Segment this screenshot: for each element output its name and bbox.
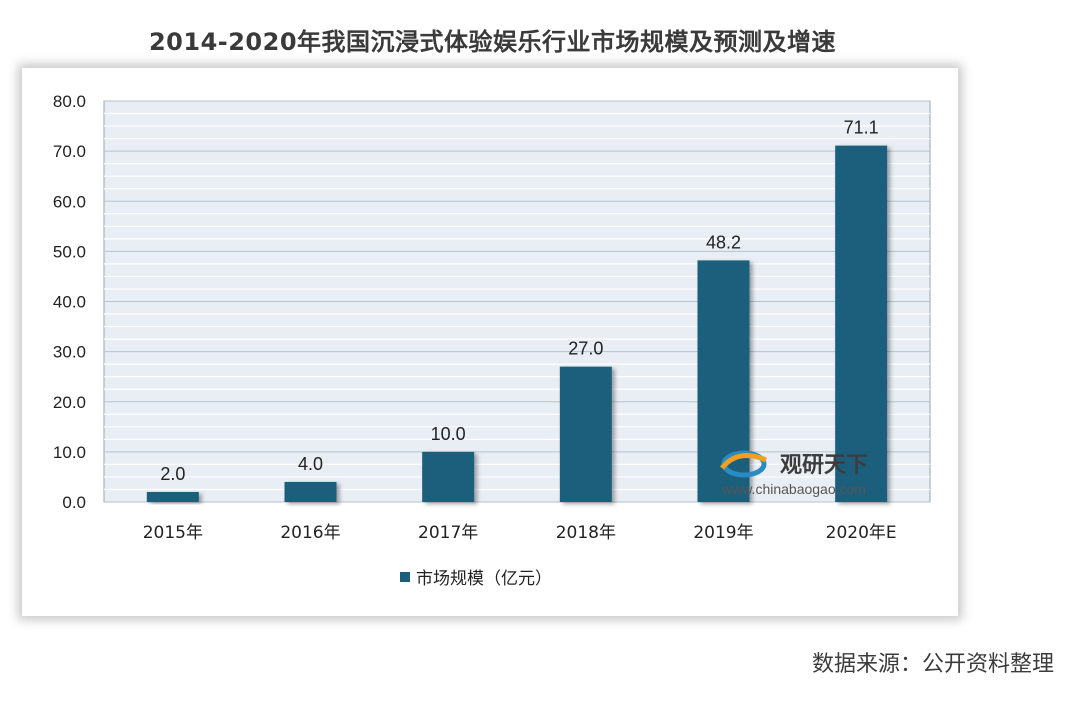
y-tick-label: 30.0 <box>53 343 86 362</box>
chart-card: 0.0 10.0 20.0 30.0 40.0 50.0 60.0 70.0 80.0 2.0 4… <box>22 68 958 616</box>
y-tick-label: 40.0 <box>53 293 86 312</box>
gridlines <box>104 100 930 503</box>
y-tick-label: 20.0 <box>53 393 86 412</box>
bar <box>559 366 612 502</box>
bar-chart: 0.0 10.0 20.0 30.0 40.0 50.0 60.0 70.0 80.0 2.0 4… <box>53 92 931 597</box>
data-label: 4.0 <box>298 454 323 474</box>
legend-swatch <box>400 572 410 582</box>
bar <box>422 451 475 502</box>
x-tick-label: 2017年 <box>418 523 478 543</box>
legend-label: 市场规模（亿元） <box>416 569 552 589</box>
y-axis: 0.0 10.0 20.0 30.0 40.0 50.0 60.0 70.0 80.0 <box>53 92 86 512</box>
data-labels: 2.0 4.0 10.0 27.0 48.2 71.1 <box>160 118 878 484</box>
x-tick-label: 2018年 <box>556 523 616 543</box>
y-tick-label: 80.0 <box>53 92 86 111</box>
x-tick-label: 2016年 <box>280 523 340 543</box>
data-label: 10.0 <box>431 424 466 444</box>
watermark: 观研天下 www.chinabaogao.com <box>720 450 868 497</box>
data-label: 2.0 <box>160 464 185 484</box>
y-tick-label: 10.0 <box>53 443 86 462</box>
chart-title: 2014-2020年我国沉浸式体验娱乐行业市场规模及预测及增速 <box>148 28 837 56</box>
y-tick-label: 60.0 <box>53 192 86 211</box>
y-tick-label: 0.0 <box>62 493 86 512</box>
watermark-logo-icon <box>720 450 767 478</box>
bar-series <box>146 145 888 502</box>
x-tick-label: 2020年E <box>826 523 897 543</box>
data-label: 48.2 <box>706 232 741 252</box>
y-tick-label: 50.0 <box>53 242 86 261</box>
data-label: 71.1 <box>844 118 879 138</box>
x-axis: 2015年 2016年 2017年 2018年 2019年 2020年E <box>143 523 897 543</box>
legend-box <box>380 555 600 597</box>
watermark-name: 观研天下 <box>780 453 868 478</box>
x-tick-label: 2015年 <box>143 523 203 543</box>
watermark-url: www.chinabaogao.com <box>721 481 866 497</box>
y-tick-label: 70.0 <box>53 142 86 161</box>
bar <box>146 491 199 502</box>
data-label: 27.0 <box>568 339 603 359</box>
bar <box>284 481 337 502</box>
bar <box>835 145 888 502</box>
x-tick-label: 2019年 <box>693 523 753 543</box>
legend: 市场规模（亿元） <box>380 555 600 597</box>
source-note: 数据来源：公开资料整理 <box>811 652 1054 677</box>
